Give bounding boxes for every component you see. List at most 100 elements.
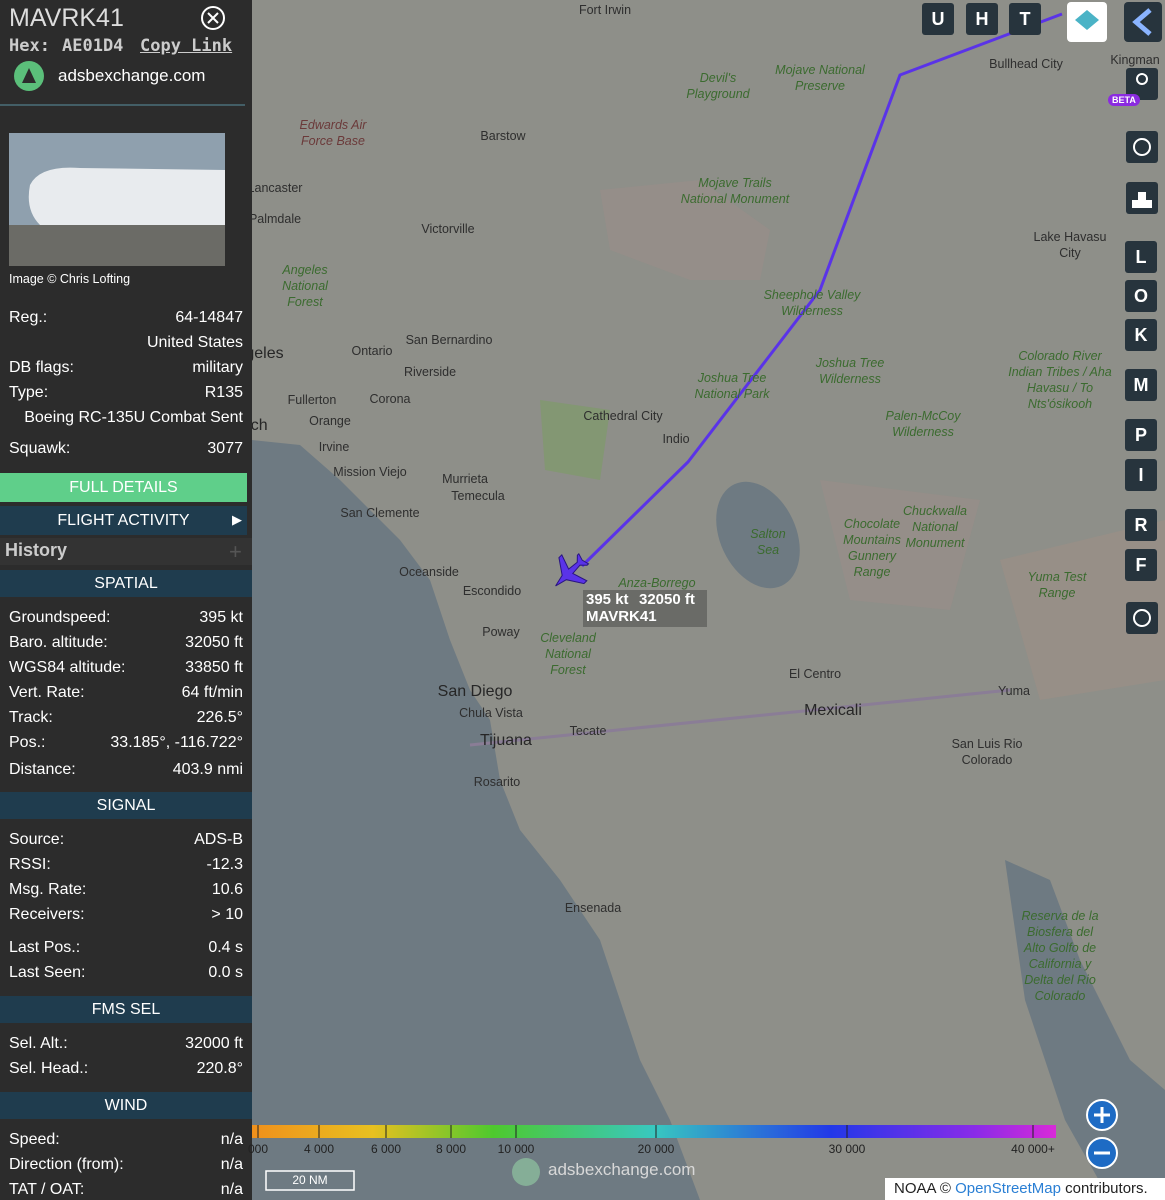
map-label: Devil's Playground: [686, 71, 750, 101]
settings-button[interactable]: [1126, 131, 1158, 163]
info-label: Source:: [9, 831, 65, 848]
history-label: History: [5, 540, 68, 560]
map-label: Lake Havasu City: [1033, 230, 1107, 260]
map-label: Victorville: [421, 222, 475, 236]
map-label: Chula Vista: [459, 706, 523, 720]
attribution: NOAA © OpenStreetMap contributors.: [885, 1178, 1165, 1200]
info-value: 0.0 s: [208, 964, 243, 981]
info-value: R135: [204, 384, 243, 401]
info-label: Vert. Rate:: [9, 684, 85, 701]
map-button[interactable]: P: [1125, 419, 1157, 451]
map-button[interactable]: U: [922, 3, 954, 35]
map-button[interactable]: H: [966, 3, 998, 35]
attribution-link[interactable]: OpenStreetMap: [955, 1180, 1061, 1197]
map-button[interactable]: M: [1125, 369, 1157, 401]
map-label: Yuma Test Range: [1027, 570, 1087, 600]
copy-link[interactable]: Copy Link: [140, 36, 233, 56]
beta-badge: BETA: [1108, 94, 1140, 106]
map-button[interactable]: I: [1125, 459, 1157, 491]
stats-icon: [1132, 192, 1152, 208]
map-label: Anza-Borrego: [618, 576, 696, 590]
info-label: Pos.:: [9, 734, 46, 751]
legend-label: 40 000+: [1011, 1142, 1055, 1156]
info-value: United States: [146, 334, 243, 351]
info-label: Type:: [9, 384, 49, 401]
map-label: Riverside: [403, 365, 457, 379]
map-button[interactable]: O: [1125, 280, 1157, 312]
info-label: TAT / OAT:: [9, 1181, 85, 1198]
history-bar[interactable]: [0, 538, 252, 565]
map-label: Joshua Tree National Park: [694, 371, 770, 401]
map-label: Tijuana: [480, 732, 532, 749]
info-label: WGS84 altitude:: [9, 659, 126, 676]
collapse-button[interactable]: [1124, 2, 1162, 42]
info-label: Speed:: [9, 1131, 60, 1148]
info-row: Vert. Rate: 64 ft/min: [9, 682, 243, 704]
map-label: Chuckwalla National Monument: [903, 504, 967, 550]
flight-activity-button[interactable]: FLIGHT ACTIVITY: [0, 506, 247, 535]
info-label: Sel. Alt.:: [9, 1035, 68, 1052]
info-value: > 10: [211, 906, 243, 923]
image-credit: Image © Chris Lofting: [9, 272, 131, 286]
map-label: Rosarito: [473, 775, 521, 789]
info-label: Reg.:: [9, 309, 48, 326]
map-label: Fort Irwin: [578, 3, 632, 17]
legend-label: 6 000: [370, 1142, 402, 1156]
map-label: Mission Viejo: [333, 465, 407, 479]
close-button[interactable]: [201, 6, 225, 30]
settings-icon: [1133, 138, 1151, 156]
info-row: Boeing RC-135U Combat Sent: [9, 407, 243, 429]
info-row: Squawk: 3077: [9, 438, 243, 460]
map-label: Murrieta: [442, 472, 488, 486]
legend-label: 8 000: [435, 1142, 467, 1156]
map-label: Escondido: [462, 584, 522, 598]
aircraft-photo-ground: [9, 225, 225, 266]
site-logo-mark: [22, 68, 36, 83]
info-row: Type: R135: [9, 382, 243, 404]
map-button[interactable]: R: [1125, 509, 1157, 541]
info-row: Groundspeed: 395 kt: [9, 607, 243, 629]
full-details-button[interactable]: FULL DETAILS: [0, 473, 247, 502]
info-value: 32050 ft: [185, 634, 243, 651]
map-label: Chocolate Mountains Gunnery Range: [843, 517, 901, 579]
map-label: Edwards Air Force Base: [299, 118, 367, 148]
map-label: San Luis Rio Colorado: [951, 737, 1023, 767]
info-row: RSSI: -12.3: [9, 854, 243, 876]
map-button[interactable]: K: [1125, 319, 1157, 351]
legend-label: 20 000: [637, 1142, 675, 1156]
info-value: 3077: [207, 440, 243, 457]
info-label: Direction (from):: [9, 1156, 124, 1173]
map-label: Ontario: [351, 344, 393, 358]
info-row: Sel. Alt.: 32000 ft: [9, 1033, 243, 1055]
aircraft-label: 395 kt: [586, 591, 629, 608]
replay-button[interactable]: [1126, 602, 1158, 634]
info-row: Msg. Rate: 10.6: [9, 879, 243, 901]
map-label: Mojave Trails National Monument: [680, 176, 790, 206]
ocean: [252, 440, 700, 1200]
border: [469, 688, 1011, 747]
legend-label: 30 000: [828, 1142, 866, 1156]
map-label: Corona: [369, 392, 411, 406]
info-label: Distance:: [9, 761, 76, 778]
aircraft-icon: [555, 552, 590, 587]
info-value: 33850 ft: [185, 659, 243, 676]
section-header: SPATIAL: [0, 570, 252, 597]
zoom-in-icon: [1094, 1107, 1110, 1123]
map-label: Tecate: [569, 724, 607, 738]
map-button[interactable]: F: [1125, 549, 1157, 581]
aircraft-label: MAVRK41: [586, 608, 657, 625]
map-button[interactable]: L: [1125, 241, 1157, 273]
info-value: 403.9 nmi: [172, 761, 243, 778]
map-label: San Diego: [437, 683, 513, 700]
sidebar: MAVRK41 Hex: AE01D4 Copy Link adsbexchan…: [0, 0, 252, 1200]
replay-icon: [1133, 609, 1151, 627]
legend-label: 10 000: [497, 1142, 535, 1156]
info-label: Msg. Rate:: [9, 881, 87, 898]
map-label: Palen-McCoy Wilderness: [885, 409, 961, 439]
site-name[interactable]: adsbexchange.com: [58, 66, 206, 85]
map-label: Yuma: [998, 684, 1030, 698]
map-button[interactable]: T: [1009, 3, 1041, 35]
info-value: 64-14847: [175, 309, 243, 326]
info-row: Baro. altitude: 32050 ft: [9, 632, 243, 654]
